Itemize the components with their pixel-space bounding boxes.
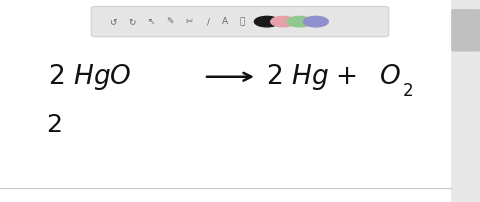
Text: ↻: ↻ — [128, 17, 136, 26]
Text: ✎: ✎ — [167, 17, 174, 26]
Circle shape — [303, 16, 328, 27]
Circle shape — [271, 16, 296, 27]
Text: 🖼: 🖼 — [240, 17, 245, 26]
Text: A: A — [222, 17, 228, 26]
Text: ✂: ✂ — [186, 17, 193, 26]
FancyBboxPatch shape — [91, 6, 389, 37]
Text: ↖: ↖ — [147, 17, 155, 26]
FancyBboxPatch shape — [451, 9, 480, 52]
Text: ↺: ↺ — [109, 17, 117, 26]
Text: $2\ \mathit{HgO}$: $2\ \mathit{HgO}$ — [48, 62, 132, 92]
Circle shape — [254, 16, 279, 27]
Text: $2$: $2$ — [402, 82, 413, 100]
Text: /: / — [207, 17, 210, 26]
FancyBboxPatch shape — [0, 0, 451, 202]
Circle shape — [287, 16, 312, 27]
Text: $\mathit{O}$: $\mathit{O}$ — [379, 64, 401, 90]
FancyBboxPatch shape — [451, 0, 480, 202]
Text: $2$: $2$ — [46, 113, 61, 137]
Text: $2\ \mathit{Hg}$: $2\ \mathit{Hg}$ — [266, 62, 329, 92]
Text: $+$: $+$ — [335, 64, 356, 90]
